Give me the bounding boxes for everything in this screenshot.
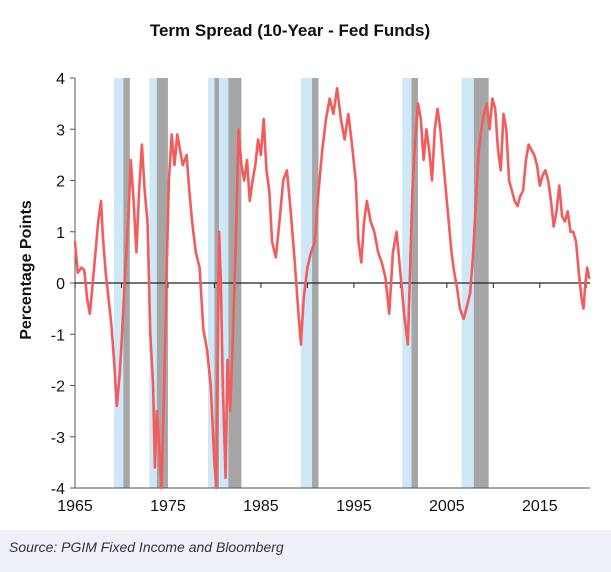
x-tick-label: 1965 [57,498,93,515]
chart: Term Spread (10-Year - Fed Funds) 4 3 2 1 0 -… [18,21,591,515]
y-tick-label: -3 [51,430,65,447]
x-tick-label: 1995 [336,498,372,515]
x-tick-label: 2015 [522,498,558,515]
y-tick-label: 2 [56,174,65,191]
y-tick-label: -2 [51,379,65,396]
x-tick-label: 2005 [429,498,465,515]
y-tick-label: 1 [56,225,65,242]
series-line-0 [73,87,591,490]
x-tick-label: 1975 [150,498,186,515]
y-tick-label: 4 [56,71,65,88]
footer: Source: PGIM Fixed Income and Bloomberg [0,530,611,572]
x-tick-label: 1985 [243,498,279,515]
y-tick-label: 0 [56,276,65,293]
y-tick-label: -1 [51,327,65,344]
y-axis-label: Percentage Points [18,200,35,340]
x-axis-ticks: 1965 1975 1985 1995 2005 2015 [57,283,587,515]
chart-title: Term Spread (10-Year - Fed Funds) [150,21,430,40]
y-axis-ticks: 4 3 2 1 0 -1 -2 -3 -4 [51,71,75,498]
y-tick-label: 3 [56,122,65,139]
source-note: Source: PGIM Fixed Income and Bloomberg [9,539,284,555]
series [73,87,591,490]
y-tick-label: -4 [51,481,65,498]
